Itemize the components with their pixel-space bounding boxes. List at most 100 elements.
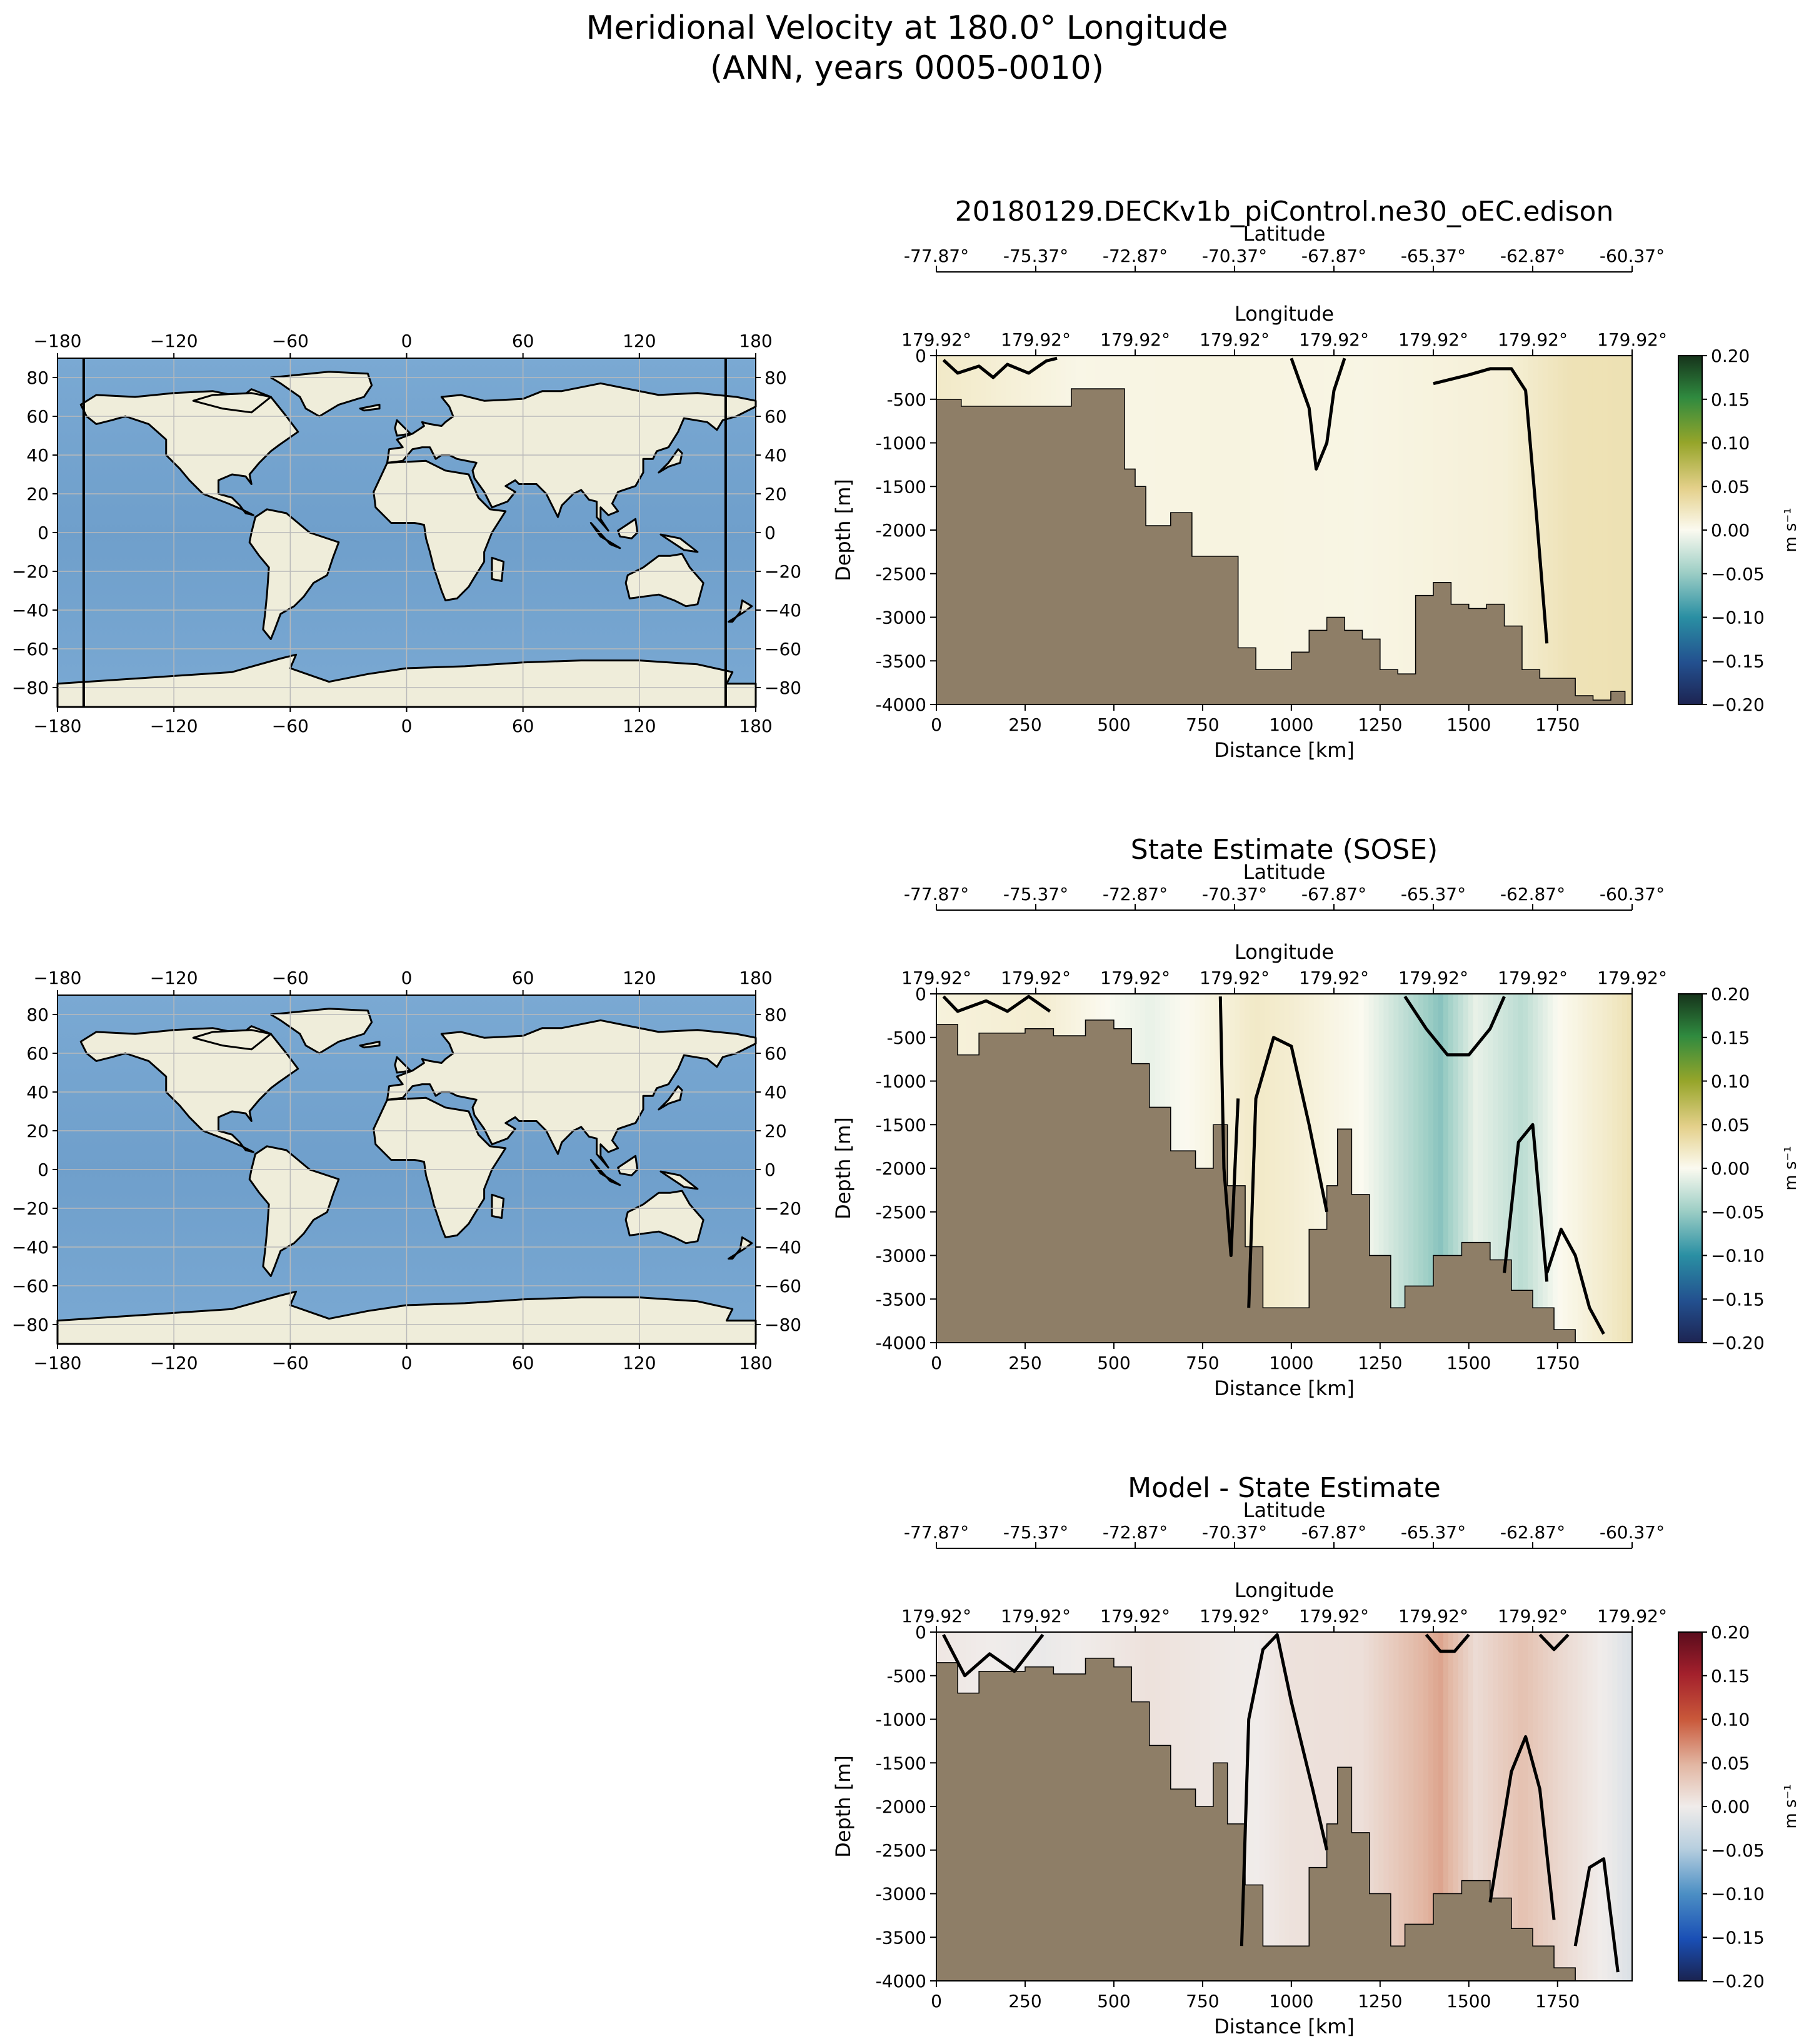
field-cell [1508,1632,1513,1981]
field-cell [1353,1632,1360,1981]
longitude-tick-label: 179.92° [1597,329,1667,350]
field-cell [1557,994,1563,1343]
field-cell [1279,1632,1285,1981]
field-cell [1602,1632,1608,1981]
y-tick-label: -500 [886,389,926,410]
field-cell [1453,356,1459,704]
field-cell [1383,994,1390,1343]
field-cell [1294,356,1300,704]
field-cell [1478,356,1484,704]
field-cell [1592,356,1598,704]
field-cell [1627,994,1633,1343]
field-cell [1602,994,1608,1343]
section-panel-model: 20180129.DECKv1b_piControl.ne30_oEC.edis… [831,196,1800,762]
field-cell [1398,356,1405,704]
land-polygon [491,556,505,582]
map-y-tick-label: 0 [764,1160,776,1180]
field-cell [1547,356,1553,704]
y-tick-label: -4000 [876,1971,926,1991]
longitude-axis-label: Longitude [1235,1578,1334,1602]
x-tick-label: 1250 [1358,1991,1402,2011]
colorbar-tick-label: 0.15 [1711,389,1750,410]
longitude-tick-label: 179.92° [1398,329,1468,350]
field-cell [1617,994,1623,1343]
colorbar-tick-label: 0.00 [1711,520,1750,541]
longitude-axis-label: Longitude [1235,302,1334,326]
colorbar [1678,355,1703,705]
field-cell [1468,1632,1474,1981]
map-y-tick-label: −60 [764,1276,801,1296]
longitude-tick-label: 179.92° [1398,968,1468,988]
x-tick-label: 250 [1008,1991,1041,2011]
longitude-tick-label: 179.92° [1200,968,1270,988]
field-cell [1572,994,1578,1343]
map-x-tick-label: 0 [401,331,413,351]
latitude-axis-label: Latitude [1243,222,1326,246]
field-cell [1448,994,1454,1343]
longitude-tick-label: 179.92° [1200,1606,1270,1626]
map-panel-sose: −180 −180 −120 −120 −60 −60 0 0 60 60 120 120 180 180… [12,968,801,1373]
colorbar-label: m s⁻¹ [1781,508,1800,552]
bathymetry-fill [936,1658,1632,1981]
colorbar-label: m s⁻¹ [1781,1146,1800,1190]
x-tick-label: 0 [931,1353,942,1373]
y-axis-label: Depth [m] [831,1117,855,1220]
field-cell [1249,356,1255,704]
map-y-tick-label: −20 [12,561,49,582]
map-x-tick-label: −60 [272,331,309,351]
field-cell [1254,994,1260,1343]
field-cell [1403,1632,1410,1981]
field-cell [1597,994,1603,1343]
field-cell [1398,1632,1405,1981]
panel-title: 20180129.DECKv1b_piControl.ne30_oEC.edis… [955,196,1614,228]
field-cell [1368,994,1375,1343]
field-cell [1518,994,1523,1343]
land-polygon [359,403,381,412]
field-cell [1329,1632,1335,1981]
longitude-tick-label: 179.92° [1498,329,1568,350]
field-cell [1518,1632,1523,1981]
figure-title-line2: (ANN, years 0005-0010) [710,49,1104,87]
field-cell [1523,1632,1528,1981]
field-cell [1215,356,1220,704]
field-cell [1403,356,1410,704]
section-panel-sose: State Estimate (SOSE)Latitude -77.87° -75.… [831,834,1800,1400]
x-tick-label: 500 [1097,1991,1130,2011]
land-polygon [617,1155,639,1176]
colorbar-tick-label: −0.15 [1711,1927,1765,1948]
latitude-tick-label: -70.37° [1202,884,1267,904]
land-polygon [659,533,699,553]
field-cell [1518,356,1523,704]
field-cell [1627,1632,1633,1981]
colorbar-tick-label: −0.05 [1711,1840,1765,1861]
colorbar-tick-label: 0.05 [1711,476,1750,497]
field-cell [1225,356,1230,704]
colorbar-tick-label: −0.20 [1711,1971,1765,1991]
longitude-tick-label: 179.92° [1597,968,1667,988]
colorbar-tick-label: −0.10 [1711,608,1765,628]
map-y-tick-label: −40 [764,1237,801,1258]
bathymetry-fill [936,1019,1632,1343]
map-x-tick-label: −180 [34,716,82,736]
y-tick-label: -2500 [876,1202,926,1223]
field-cell [1284,994,1290,1343]
field-cell [1597,1632,1603,1981]
field-cell [1473,994,1479,1343]
longitude-tick-label: 179.92° [901,1606,971,1626]
field-cell [1393,994,1400,1343]
land-polygon [617,518,639,539]
x-tick-label: 250 [1008,1353,1041,1373]
field-cell [1508,356,1513,704]
field-cell [1244,356,1250,704]
land-polygon [589,1159,621,1186]
longitude-tick-label: 179.92° [1200,329,1270,350]
field-cell [1557,356,1563,704]
x-tick-label: 1000 [1269,1353,1313,1373]
map-y-tick-label: 20 [26,484,49,504]
field-cell [1547,994,1553,1343]
y-tick-label: -3500 [876,1289,926,1310]
x-tick-label: 500 [1097,714,1130,735]
longitude-tick-label: 179.92° [901,968,971,988]
field-cell [1205,356,1211,704]
latitude-tick-label: -60.37° [1600,1522,1665,1543]
